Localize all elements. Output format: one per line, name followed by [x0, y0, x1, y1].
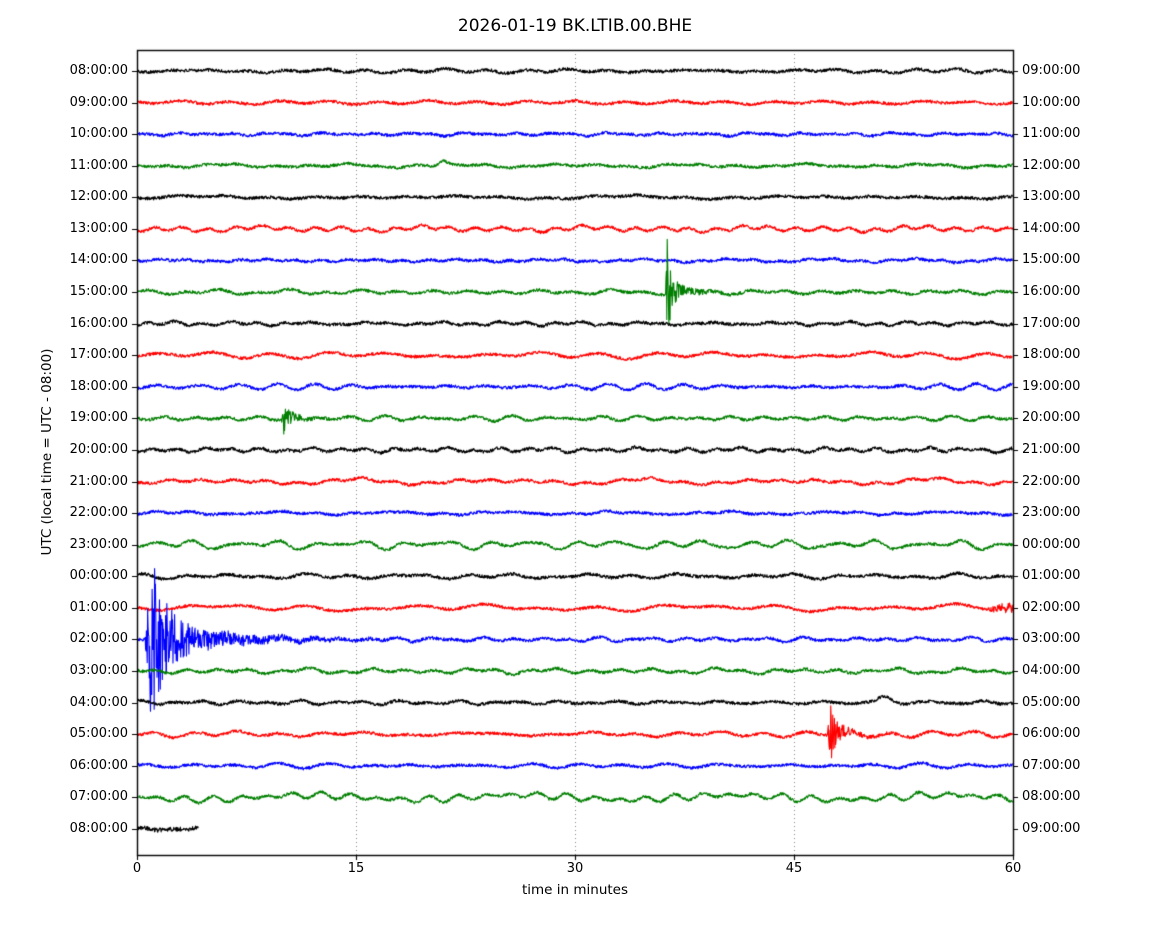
y-tick-label-right: 12:00:00: [1022, 158, 1122, 174]
y-tick-label-left: 06:00:00: [0, 758, 128, 774]
y-tick-label-left: 07:00:00: [0, 789, 128, 805]
y-tick-label-right: 18:00:00: [1022, 347, 1122, 363]
y-tick-label-left: 15:00:00: [0, 284, 128, 300]
y-tick-label-left: 08:00:00: [0, 63, 128, 79]
y-tick-label-right: 09:00:00: [1022, 63, 1122, 79]
y-tick-label-left: 17:00:00: [0, 347, 128, 363]
y-tick-label-left: 10:00:00: [0, 126, 128, 142]
y-tick-label-right: 08:00:00: [1022, 789, 1122, 805]
y-tick-label-right: 07:00:00: [1022, 758, 1122, 774]
y-tick-label-right: 23:00:00: [1022, 505, 1122, 521]
y-tick-label-left: 22:00:00: [0, 505, 128, 521]
x-tick-label: 15: [326, 861, 386, 876]
y-tick-label-left: 20:00:00: [0, 442, 128, 458]
figure-window: 2026-01-19 BK.LTIB.00.BHE UTC (local tim…: [0, 0, 1150, 950]
y-tick-label-right: 03:00:00: [1022, 631, 1122, 647]
y-tick-label-right: 10:00:00: [1022, 95, 1122, 111]
y-tick-label-left: 11:00:00: [0, 158, 128, 174]
x-tick-label: 45: [764, 861, 824, 876]
y-tick-label-right: 05:00:00: [1022, 695, 1122, 711]
x-tick-label: 30: [545, 861, 605, 876]
y-tick-label-left: 23:00:00: [0, 537, 128, 553]
y-tick-label-right: 02:00:00: [1022, 600, 1122, 616]
y-tick-label-left: 12:00:00: [0, 189, 128, 205]
y-tick-label-right: 15:00:00: [1022, 252, 1122, 268]
y-tick-label-right: 06:00:00: [1022, 726, 1122, 742]
y-tick-label-left: 05:00:00: [0, 726, 128, 742]
y-tick-label-left: 18:00:00: [0, 379, 128, 395]
y-tick-label-right: 22:00:00: [1022, 474, 1122, 490]
y-tick-label-left: 21:00:00: [0, 474, 128, 490]
y-tick-label-right: 00:00:00: [1022, 537, 1122, 553]
y-tick-label-left: 16:00:00: [0, 316, 128, 332]
y-tick-label-left: 02:00:00: [0, 631, 128, 647]
seismogram-canvas: [0, 0, 1150, 950]
y-tick-label-right: 04:00:00: [1022, 663, 1122, 679]
y-tick-label-right: 01:00:00: [1022, 568, 1122, 584]
x-axis-label: time in minutes: [137, 882, 1013, 898]
y-tick-label-right: 19:00:00: [1022, 379, 1122, 395]
y-tick-label-left: 13:00:00: [0, 221, 128, 237]
y-tick-label-left: 08:00:00: [0, 821, 128, 837]
y-tick-label-left: 04:00:00: [0, 695, 128, 711]
y-tick-label-left: 03:00:00: [0, 663, 128, 679]
y-tick-label-left: 00:00:00: [0, 568, 128, 584]
y-tick-label-right: 14:00:00: [1022, 221, 1122, 237]
y-tick-label-right: 20:00:00: [1022, 410, 1122, 426]
y-tick-label-right: 16:00:00: [1022, 284, 1122, 300]
y-tick-label-left: 14:00:00: [0, 252, 128, 268]
y-tick-label-left: 19:00:00: [0, 410, 128, 426]
y-tick-label-right: 13:00:00: [1022, 189, 1122, 205]
y-tick-label-right: 21:00:00: [1022, 442, 1122, 458]
y-tick-label-right: 09:00:00: [1022, 821, 1122, 837]
x-tick-label: 0: [107, 861, 167, 876]
y-tick-label-right: 17:00:00: [1022, 316, 1122, 332]
y-tick-label-right: 11:00:00: [1022, 126, 1122, 142]
y-tick-label-left: 01:00:00: [0, 600, 128, 616]
page-title: 2026-01-19 BK.LTIB.00.BHE: [137, 16, 1013, 36]
x-tick-label: 60: [983, 861, 1043, 876]
y-tick-label-left: 09:00:00: [0, 95, 128, 111]
